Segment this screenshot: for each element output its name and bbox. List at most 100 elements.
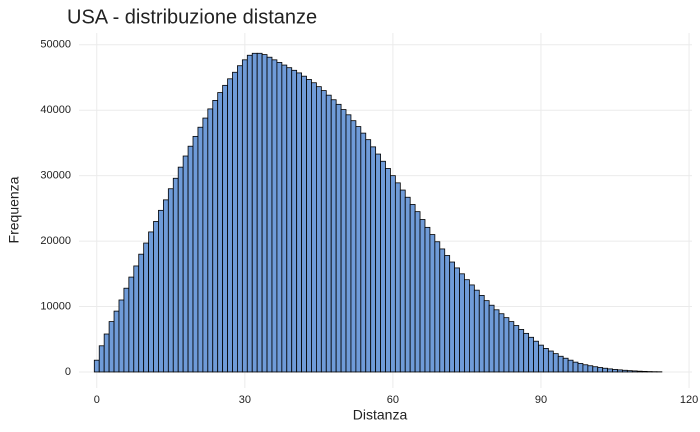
bar: [419, 219, 426, 373]
x-tick-label: 30: [239, 394, 251, 406]
bar: [311, 82, 317, 373]
bar: [390, 175, 396, 373]
bar: [202, 117, 209, 373]
bar: [464, 279, 470, 373]
bar: [404, 196, 411, 373]
bar: [370, 146, 377, 373]
bar: [459, 273, 465, 373]
bar: [429, 234, 436, 373]
bar: [636, 370, 643, 373]
bar: [212, 100, 219, 373]
bar: [123, 287, 130, 373]
bar: [237, 65, 243, 373]
bar: [232, 71, 238, 373]
bar: [325, 94, 332, 373]
bar: [518, 329, 525, 373]
bar: [187, 145, 194, 373]
bar: [626, 370, 633, 373]
bar: [533, 340, 539, 373]
x-axis-label: Distanza: [353, 407, 408, 423]
bar: [172, 177, 179, 373]
bar: [439, 248, 446, 373]
y-axis-label: Frequenza: [6, 176, 22, 243]
x-tick-label: 0: [94, 394, 100, 406]
x-tick-label: 120: [680, 394, 698, 406]
bar: [409, 204, 416, 373]
bar: [612, 369, 618, 373]
bar: [261, 54, 268, 373]
bar: [380, 160, 386, 373]
bar: [138, 253, 145, 373]
bar: [385, 168, 391, 373]
bar: [498, 313, 505, 373]
bar: [493, 309, 500, 373]
bar: [153, 221, 159, 373]
bar: [483, 300, 490, 373]
bar: [444, 255, 451, 373]
bar: [592, 366, 599, 373]
bar: [543, 348, 549, 373]
bar: [473, 289, 480, 373]
bar: [503, 317, 510, 373]
bar: [271, 59, 278, 373]
bar: [296, 72, 302, 373]
bar: [316, 86, 322, 373]
bar: [133, 265, 140, 373]
bar: [567, 359, 574, 373]
bar: [631, 370, 638, 373]
bar: [508, 321, 515, 373]
bar: [607, 368, 613, 373]
bar: [577, 363, 584, 373]
bar: [251, 52, 258, 373]
bar: [103, 333, 110, 373]
bar: [177, 166, 184, 373]
y-tick-label: 10000: [40, 300, 71, 312]
bar: [547, 350, 554, 373]
bar: [365, 139, 372, 373]
bar: [340, 109, 347, 373]
bar: [562, 357, 569, 373]
bar: [424, 226, 431, 373]
bar: [118, 299, 125, 373]
bar: [434, 241, 441, 373]
y-tick-label: 0: [65, 366, 71, 378]
bar: [286, 67, 293, 373]
y-tick-label: 50000: [40, 39, 71, 51]
bar: [266, 56, 273, 373]
bar: [320, 90, 327, 373]
bar: [276, 62, 283, 373]
x-tick-label: 60: [387, 394, 399, 406]
y-tick-label: 20000: [40, 235, 71, 247]
bar: [394, 182, 401, 373]
bar: [330, 99, 337, 373]
bar: [108, 321, 115, 373]
bar: [449, 261, 455, 373]
bar: [113, 310, 120, 373]
bar: [93, 359, 100, 373]
bar: [513, 325, 520, 373]
bar: [538, 344, 544, 373]
bar: [301, 75, 307, 373]
bar: [335, 103, 342, 373]
bar: [375, 153, 381, 373]
bar: [143, 242, 149, 373]
bar: [587, 365, 594, 373]
bar: [217, 92, 224, 373]
bar: [207, 108, 214, 373]
bar: [552, 353, 559, 373]
bar: [192, 135, 199, 373]
bar: [602, 367, 609, 373]
bar: [641, 370, 648, 373]
bar: [617, 369, 623, 373]
bar: [355, 126, 362, 373]
bar: [246, 54, 253, 373]
bar: [557, 355, 564, 373]
bar: [350, 120, 357, 373]
bar: [162, 199, 169, 373]
bar: [227, 78, 233, 373]
bar: [306, 79, 312, 373]
bar: [148, 231, 154, 373]
bar: [98, 345, 105, 373]
bar: [454, 267, 460, 373]
